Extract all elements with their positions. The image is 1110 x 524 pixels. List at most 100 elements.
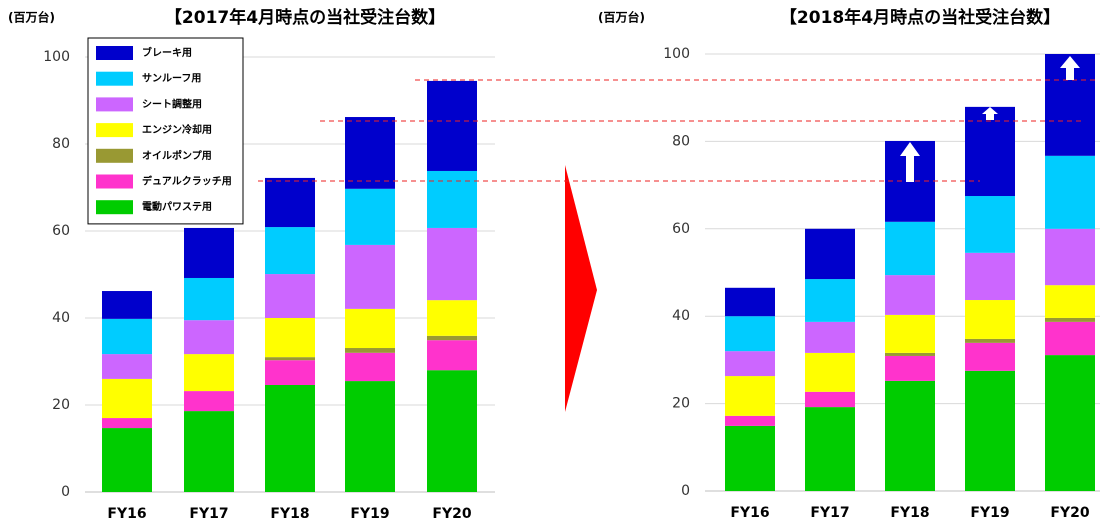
y-tick-label: 40 xyxy=(672,308,690,324)
x-tick-label: FY17 xyxy=(189,506,228,522)
bar-segment xyxy=(102,418,152,429)
bar-segment xyxy=(102,378,152,419)
y-tick-label: 60 xyxy=(672,221,690,237)
bar-segment xyxy=(345,188,395,245)
bar-segment xyxy=(965,106,1015,197)
legend-label: サンルーフ用 xyxy=(142,73,201,85)
bar-segment xyxy=(805,279,855,322)
red-arrow xyxy=(565,165,597,412)
bar-segment xyxy=(965,252,1015,301)
bar-segment xyxy=(725,287,775,317)
bar-segment xyxy=(725,316,775,352)
legend-label: ブレーキ用 xyxy=(142,46,192,59)
bar-segment xyxy=(725,415,775,426)
bar-segment xyxy=(427,340,477,371)
bar-segment xyxy=(965,196,1015,253)
bar-segment xyxy=(965,300,1015,339)
bar-segment xyxy=(265,318,315,358)
bar-segment xyxy=(427,300,477,336)
bar-segment xyxy=(184,227,234,278)
y-axis-unit: (百万台) xyxy=(598,10,645,25)
bar-segment xyxy=(265,177,315,228)
y-tick-label: 100 xyxy=(663,46,690,62)
legend-swatch xyxy=(96,123,133,138)
bar-segment xyxy=(345,352,395,382)
bar-segment xyxy=(184,354,234,392)
bar-segment xyxy=(885,352,935,356)
bar-segment xyxy=(427,370,477,492)
y-tick-label: 0 xyxy=(61,484,70,500)
x-tick-label: FY16 xyxy=(107,506,146,522)
bar-segment xyxy=(184,277,234,321)
x-tick-label: FY19 xyxy=(350,506,389,522)
x-tick-label: FY17 xyxy=(810,505,849,521)
y-tick-label: 60 xyxy=(52,223,70,239)
bar-segment xyxy=(885,221,935,276)
y-tick-label: 20 xyxy=(672,396,690,412)
bar-segment xyxy=(805,321,855,353)
legend-swatch xyxy=(96,71,133,86)
y-tick-label: 40 xyxy=(52,310,70,326)
up-arrow xyxy=(982,107,998,120)
bar-segment xyxy=(805,407,855,491)
bar-segment xyxy=(1045,355,1095,491)
bar-segment xyxy=(965,342,1015,371)
bar-segment xyxy=(965,370,1015,491)
bar-segment xyxy=(427,80,477,171)
bar-segment xyxy=(102,318,152,355)
bar-segment xyxy=(427,227,477,301)
bar-segment xyxy=(265,384,315,492)
y-tick-label: 80 xyxy=(52,136,70,152)
up-arrow xyxy=(1060,56,1080,80)
chart-title: 【2018年4月時点の当社受注台数】 xyxy=(780,7,1060,28)
bar-segment xyxy=(1045,321,1095,356)
bar-segment xyxy=(184,411,234,492)
legend-label: エンジン冷却用 xyxy=(142,123,212,136)
bar-segment xyxy=(345,348,395,353)
bar-segment xyxy=(345,381,395,492)
legend-label: シート調整用 xyxy=(142,97,202,110)
bar-segment xyxy=(265,357,315,361)
bar-segment xyxy=(427,170,477,228)
bar-segment xyxy=(265,360,315,385)
chart-title: 【2017年4月時点の当社受注台数】 xyxy=(165,7,445,28)
legend-label: デュアルクラッチ用 xyxy=(142,175,232,188)
bar-segment xyxy=(345,244,395,309)
y-tick-label: 80 xyxy=(672,133,690,149)
bar-segment xyxy=(102,291,152,319)
bar-segment xyxy=(1045,155,1095,229)
plots: 【2017年4月時点の当社受注台数】 (百万台) 0 20 40 60 80 100 FY16 F… xyxy=(8,7,1100,522)
y-tick-label: 100 xyxy=(43,49,70,65)
bar-segment xyxy=(1045,317,1095,322)
bar-segment xyxy=(725,351,775,377)
legend-swatch xyxy=(96,97,133,112)
bar-segment xyxy=(427,335,477,341)
bar-segment xyxy=(265,227,315,275)
decorations xyxy=(258,56,1095,412)
bar-segment xyxy=(805,391,855,408)
legend-swatch xyxy=(96,148,133,163)
x-tick-label: FY16 xyxy=(730,505,769,521)
legend-label: オイルポンプ用 xyxy=(142,149,212,162)
legend-box xyxy=(87,37,244,225)
bar-segment xyxy=(885,380,935,491)
y-tick-label: 0 xyxy=(681,483,690,499)
bar-segment xyxy=(725,376,775,416)
x-tick-label: FY20 xyxy=(432,506,471,522)
up-arrow xyxy=(900,142,920,182)
bar-segment xyxy=(885,355,935,381)
bar-segment xyxy=(725,425,775,491)
legend-swatch xyxy=(96,200,133,215)
y-axis-unit: (百万台) xyxy=(8,10,55,25)
legend-swatch xyxy=(96,174,133,189)
bar-segment xyxy=(805,228,855,280)
x-tick-label: FY18 xyxy=(890,505,929,521)
bar-segment xyxy=(805,352,855,392)
bar-segment xyxy=(345,308,395,349)
legend-swatch xyxy=(96,46,133,60)
x-tick-label: FY19 xyxy=(970,505,1009,521)
bar-segment xyxy=(885,314,935,353)
bar-segment xyxy=(102,428,152,492)
bar-segment xyxy=(265,274,315,318)
